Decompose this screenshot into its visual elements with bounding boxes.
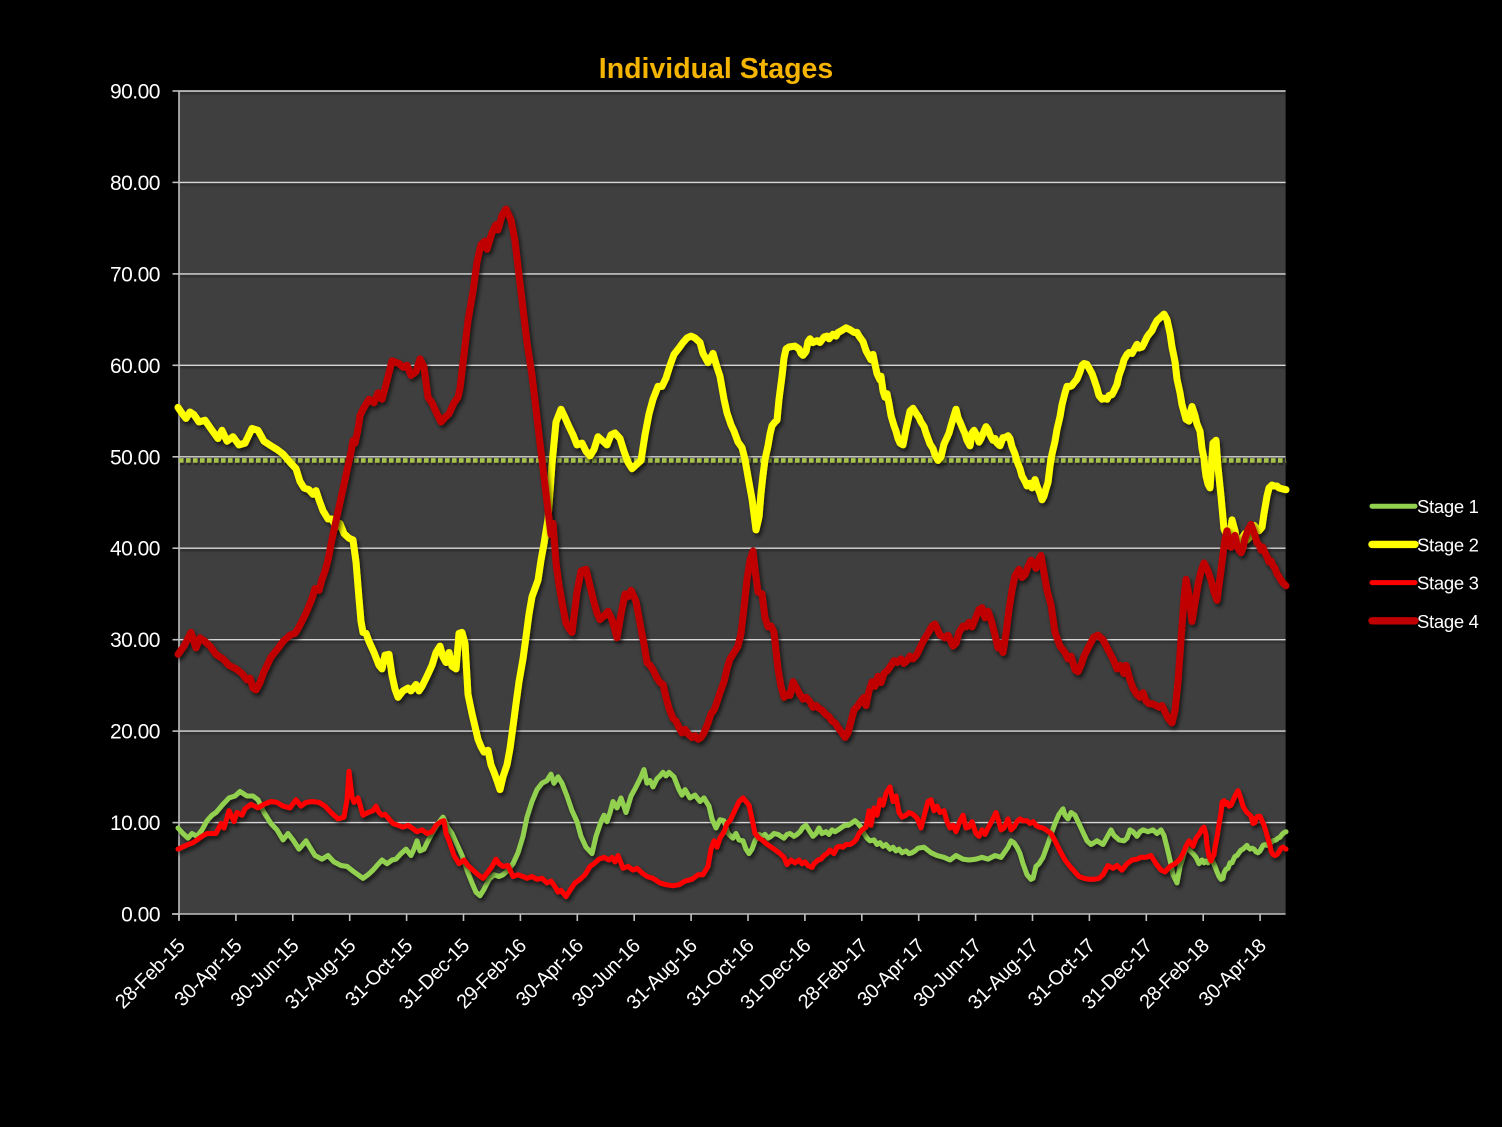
svg-text:40.00: 40.00	[110, 538, 160, 561]
svg-text:Stage 3: Stage 3	[1417, 573, 1479, 594]
svg-text:80.00: 80.00	[110, 172, 160, 195]
svg-text:30.00: 30.00	[110, 629, 160, 652]
svg-text:90.00: 90.00	[110, 81, 160, 104]
svg-text:Stage 4: Stage 4	[1417, 611, 1479, 632]
svg-text:60.00: 60.00	[110, 355, 160, 378]
svg-text:Individual Stages: Individual Stages	[599, 53, 833, 85]
svg-text:0.00: 0.00	[121, 904, 160, 927]
svg-text:70.00: 70.00	[110, 263, 160, 286]
svg-text:10.00: 10.00	[110, 812, 160, 835]
svg-text:Stage 2: Stage 2	[1417, 534, 1479, 555]
svg-text:Stage 1: Stage 1	[1417, 496, 1479, 517]
svg-text:50.00: 50.00	[110, 446, 160, 469]
svg-text:20.00: 20.00	[110, 721, 160, 744]
